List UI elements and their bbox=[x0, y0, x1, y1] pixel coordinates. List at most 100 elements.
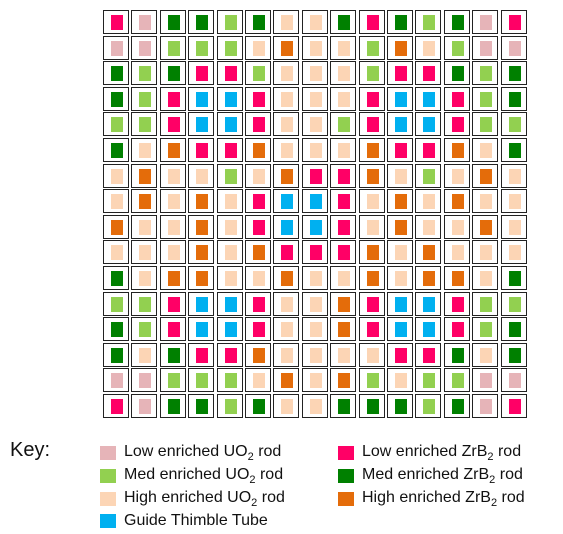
lattice-cell bbox=[358, 317, 385, 342]
med-uo2-rod bbox=[139, 296, 152, 312]
lattice-cell bbox=[387, 266, 413, 290]
lattice-cell bbox=[188, 86, 215, 111]
lattice-cell bbox=[358, 86, 385, 111]
high-uo2-rod bbox=[480, 245, 493, 261]
lattice-cell bbox=[216, 163, 243, 188]
lattice-cell bbox=[245, 112, 271, 137]
high-uo2-rod bbox=[281, 296, 294, 312]
med-zrb2-rod bbox=[111, 347, 123, 363]
lattice-cell bbox=[443, 291, 470, 316]
lattice-cell bbox=[358, 394, 385, 418]
lattice-cell bbox=[472, 317, 499, 342]
med-zrb2-rod bbox=[167, 66, 180, 82]
lattice-cell bbox=[358, 189, 385, 214]
high-zrb2-rod bbox=[338, 322, 351, 338]
lattice-cell bbox=[301, 189, 328, 214]
guide-thimble-tube bbox=[395, 296, 407, 312]
lattice-cell bbox=[500, 368, 527, 393]
high-uo2-rod bbox=[338, 271, 351, 286]
guide-thimble-tube bbox=[196, 117, 209, 133]
low-uo2-rod bbox=[480, 399, 493, 414]
guide-thimble-tube bbox=[281, 194, 294, 210]
lattice-cell bbox=[131, 163, 158, 188]
high-uo2-rod bbox=[139, 271, 152, 286]
high-uo2-rod bbox=[366, 194, 379, 210]
lattice-cell bbox=[103, 214, 129, 239]
lattice-cell bbox=[301, 291, 328, 316]
lattice-cell bbox=[500, 86, 527, 111]
high-zrb2-rod bbox=[196, 271, 209, 286]
lattice-cell bbox=[131, 291, 158, 316]
lattice-cell bbox=[188, 35, 215, 60]
key-swatch-high-zrb2 bbox=[338, 492, 354, 507]
lattice-cell bbox=[472, 86, 499, 111]
lattice-cell bbox=[216, 317, 243, 342]
med-zrb2-rod bbox=[395, 399, 407, 414]
high-zrb2-rod bbox=[366, 168, 379, 184]
lattice-cell bbox=[330, 86, 357, 111]
lattice-cell bbox=[472, 138, 499, 162]
lattice-cell bbox=[188, 394, 215, 418]
low-zrb2-rod bbox=[423, 143, 436, 158]
key-swatch-med-uo2 bbox=[100, 469, 116, 484]
guide-thimble-tube bbox=[395, 322, 407, 338]
high-uo2-rod bbox=[253, 168, 265, 184]
lattice-cell bbox=[301, 138, 328, 162]
lattice-cell bbox=[131, 214, 158, 239]
lattice-cell bbox=[472, 35, 499, 60]
high-zrb2-rod bbox=[253, 143, 265, 158]
guide-thimble-tube bbox=[196, 296, 209, 312]
lattice-cell bbox=[103, 163, 129, 188]
lattice-cell bbox=[216, 112, 243, 137]
lattice-cell bbox=[273, 342, 300, 367]
lattice-cell bbox=[415, 368, 442, 393]
lattice-cell bbox=[443, 61, 470, 86]
low-uo2-rod bbox=[139, 40, 152, 56]
lattice-cell bbox=[188, 112, 215, 137]
high-zrb2-rod bbox=[423, 271, 436, 286]
lattice-cell bbox=[330, 317, 357, 342]
lattice-cell bbox=[415, 291, 442, 316]
med-uo2-rod bbox=[139, 91, 152, 107]
lattice-cell bbox=[387, 394, 413, 418]
key-label-med-zrb2: Med enriched ZrB bbox=[362, 466, 490, 483]
med-zrb2-rod bbox=[508, 322, 521, 338]
lattice-cell bbox=[216, 214, 243, 239]
lattice-cell bbox=[188, 10, 215, 34]
key-label-low-zrb2: Low enriched ZrB bbox=[362, 443, 488, 460]
low-uo2-rod bbox=[139, 15, 152, 30]
lattice-cell bbox=[216, 35, 243, 60]
high-uo2-rod bbox=[281, 117, 294, 133]
med-zrb2-rod bbox=[508, 271, 521, 286]
high-uo2-rod bbox=[423, 194, 436, 210]
high-uo2-rod bbox=[111, 168, 123, 184]
high-uo2-rod bbox=[480, 347, 493, 363]
lattice-cell bbox=[131, 10, 158, 34]
lattice-cell bbox=[301, 10, 328, 34]
lattice-cell bbox=[330, 61, 357, 86]
high-uo2-rod bbox=[309, 91, 322, 107]
lattice-cell bbox=[330, 112, 357, 137]
low-uo2-rod bbox=[111, 40, 123, 56]
lattice-cell bbox=[443, 317, 470, 342]
lattice-cell bbox=[273, 214, 300, 239]
lattice-cell bbox=[216, 10, 243, 34]
high-zrb2-rod bbox=[451, 271, 464, 286]
lattice-cell bbox=[330, 163, 357, 188]
lattice-cell bbox=[443, 368, 470, 393]
low-zrb2-rod bbox=[253, 219, 265, 235]
key-label-guide-thimble: Guide Thimble Tube bbox=[124, 512, 268, 529]
lattice-cell bbox=[500, 138, 527, 162]
med-uo2-rod bbox=[366, 66, 379, 82]
high-uo2-rod bbox=[395, 271, 407, 286]
lattice-cell bbox=[500, 291, 527, 316]
lattice-cell bbox=[415, 61, 442, 86]
lattice-cell bbox=[159, 368, 186, 393]
low-zrb2-rod bbox=[196, 143, 209, 158]
lattice-cell bbox=[216, 61, 243, 86]
low-zrb2-rod bbox=[366, 91, 379, 107]
lattice-cell bbox=[273, 86, 300, 111]
high-uo2-rod bbox=[395, 245, 407, 261]
lattice-cell bbox=[358, 112, 385, 137]
lattice-cell bbox=[387, 240, 413, 265]
